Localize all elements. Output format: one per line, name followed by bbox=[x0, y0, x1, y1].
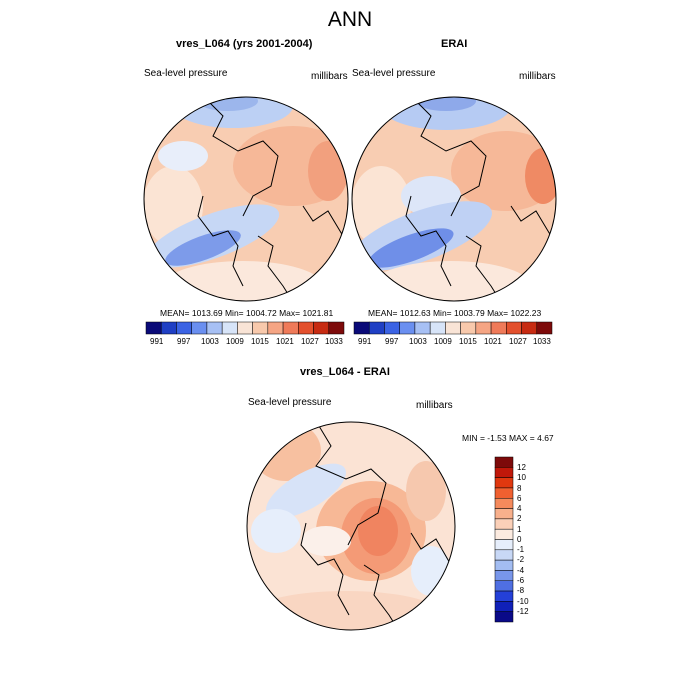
panel-1-stats: MEAN= 1013.69 Min= 1004.72 Max= 1021.81 bbox=[160, 308, 334, 318]
colorbar-swatch bbox=[494, 590, 514, 602]
colorbar-swatch bbox=[494, 456, 514, 468]
colorbar-2-tick: 1015 bbox=[459, 337, 477, 346]
colorbar-2-tick: 1003 bbox=[409, 337, 427, 346]
colorbar-diff-tick: 12 bbox=[517, 463, 526, 472]
colorbar-swatch bbox=[494, 559, 514, 571]
panel-2-map bbox=[351, 96, 557, 302]
colorbar-swatch bbox=[221, 321, 238, 335]
colorbar-2-tick: 1009 bbox=[434, 337, 452, 346]
colorbar-swatch bbox=[460, 321, 477, 335]
colorbar-diff-tick: -10 bbox=[517, 597, 529, 606]
panel-1-variable: Sea-level pressure bbox=[144, 68, 228, 79]
colorbar-swatch bbox=[536, 321, 553, 335]
colorbar-swatch bbox=[160, 321, 177, 335]
panel-1-map bbox=[143, 96, 349, 302]
colorbar-1-tick: 997 bbox=[177, 337, 191, 346]
colorbar-swatch bbox=[475, 321, 492, 335]
panel-2-stats: MEAN= 1012.63 Min= 1003.79 Max= 1022.23 bbox=[368, 308, 542, 318]
panel-3-units: millibars bbox=[416, 400, 453, 411]
colorbar-swatch bbox=[145, 321, 162, 335]
panel-2-units: millibars bbox=[519, 71, 556, 82]
colorbar-swatch bbox=[494, 487, 514, 499]
colorbar-swatch bbox=[429, 321, 446, 335]
panel-3-map bbox=[246, 421, 456, 631]
colorbar-swatch bbox=[494, 570, 514, 581]
colorbar-diff-tick: -4 bbox=[517, 566, 525, 575]
colorbar-swatch bbox=[298, 321, 314, 335]
colorbar-swatch bbox=[252, 321, 269, 335]
panel-1-title: vres_L064 (yrs 2001-2004) bbox=[176, 38, 313, 50]
colorbar-swatch bbox=[494, 467, 514, 478]
panel-3-variable: Sea-level pressure bbox=[248, 397, 332, 408]
figure-title: ANN bbox=[327, 8, 373, 31]
colorbar-swatch bbox=[521, 321, 538, 335]
colorbar-2-tick: 1027 bbox=[509, 337, 527, 346]
colorbar-swatch bbox=[506, 321, 522, 335]
panel-1-units: millibars bbox=[311, 71, 348, 82]
colorbar-swatch bbox=[494, 508, 514, 520]
colorbar-swatch bbox=[176, 321, 192, 335]
colorbar-swatch bbox=[494, 601, 514, 612]
colorbar-1-tick: 991 bbox=[150, 337, 164, 346]
colorbar-swatch bbox=[494, 498, 514, 509]
colorbar-swatch bbox=[399, 321, 416, 335]
colorbar-2-tick: 1021 bbox=[484, 337, 502, 346]
colorbar-1-tick: 1015 bbox=[251, 337, 269, 346]
colorbar-swatch bbox=[384, 321, 400, 335]
colorbar-diff-tick: -2 bbox=[517, 555, 525, 564]
colorbar-swatch bbox=[494, 549, 514, 561]
colorbar-diff-tick: -12 bbox=[517, 607, 529, 616]
colorbar-2-tick: 1033 bbox=[533, 337, 551, 346]
colorbar-swatch bbox=[494, 580, 514, 592]
colorbar-swatch bbox=[494, 611, 514, 623]
colorbar-swatch bbox=[494, 477, 514, 489]
panel-3-stats: MIN = -1.53 MAX = 4.67 bbox=[462, 433, 554, 443]
colorbar-diff-tick: -6 bbox=[517, 576, 525, 585]
colorbar-diff-tick: 6 bbox=[517, 494, 522, 503]
colorbar-swatch bbox=[313, 321, 330, 335]
colorbar-diff-tick: -1 bbox=[517, 545, 525, 554]
colorbar-swatch bbox=[368, 321, 385, 335]
colorbar-diff-tick: 4 bbox=[517, 504, 522, 513]
colorbar-swatch bbox=[445, 321, 461, 335]
colorbar-1-tick: 1003 bbox=[201, 337, 219, 346]
panel-2-variable: Sea-level pressure bbox=[352, 68, 436, 79]
colorbar-1-tick: 1027 bbox=[301, 337, 319, 346]
colorbar-diff-tick: -8 bbox=[517, 586, 525, 595]
colorbar-diff-tick: 0 bbox=[517, 535, 522, 544]
colorbar-1-tick: 1009 bbox=[226, 337, 244, 346]
colorbar-swatch bbox=[191, 321, 208, 335]
colorbar-2-tick: 997 bbox=[385, 337, 399, 346]
colorbar-2 bbox=[353, 321, 553, 335]
panel-3-title: vres_L064 - ERAI bbox=[300, 366, 390, 378]
colorbar-1-tick: 1033 bbox=[325, 337, 343, 346]
colorbar-2-tick: 991 bbox=[358, 337, 372, 346]
colorbar-swatch bbox=[414, 321, 431, 335]
colorbar-swatch bbox=[353, 321, 370, 335]
colorbar-swatch bbox=[494, 518, 514, 530]
colorbar-diff-tick: 8 bbox=[517, 484, 522, 493]
colorbar-1 bbox=[145, 321, 345, 335]
colorbar-swatch bbox=[237, 321, 253, 335]
colorbar-swatch bbox=[267, 321, 284, 335]
colorbar-diff-tick: 1 bbox=[517, 525, 522, 534]
panel-2-title: ERAI bbox=[441, 38, 468, 50]
colorbar-diff-tick: 10 bbox=[517, 473, 526, 482]
colorbar-swatch bbox=[206, 321, 223, 335]
colorbar-diff-tick: 2 bbox=[517, 514, 522, 523]
colorbar-1-tick: 1021 bbox=[276, 337, 294, 346]
colorbar-swatch bbox=[282, 321, 299, 335]
colorbar-swatch bbox=[494, 539, 514, 551]
colorbar-diff bbox=[494, 456, 514, 623]
colorbar-swatch bbox=[494, 528, 514, 540]
colorbar-swatch bbox=[490, 321, 507, 335]
colorbar-swatch bbox=[328, 321, 345, 335]
